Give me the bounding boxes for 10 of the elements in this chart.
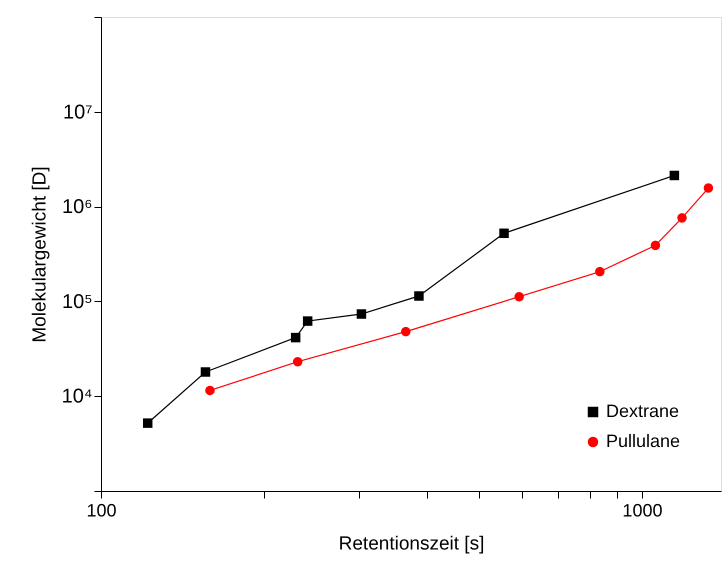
y-tick-label: 10⁷ [63, 101, 92, 124]
legend-label: Pullulane [606, 431, 680, 451]
x-tick-label: 100 [86, 500, 117, 520]
y-tick-label: 10⁵ [62, 290, 92, 313]
y-tick-label: 10⁴ [62, 386, 92, 408]
y-axis-title: Molekulargewicht [D] [30, 166, 51, 343]
x-axis-title: Retentionszeit [s] [338, 534, 484, 554]
x-tick-label: 1000 [622, 500, 662, 520]
y-tick-label: 10⁶ [62, 196, 92, 218]
legend-label: Dextrane [606, 401, 680, 421]
